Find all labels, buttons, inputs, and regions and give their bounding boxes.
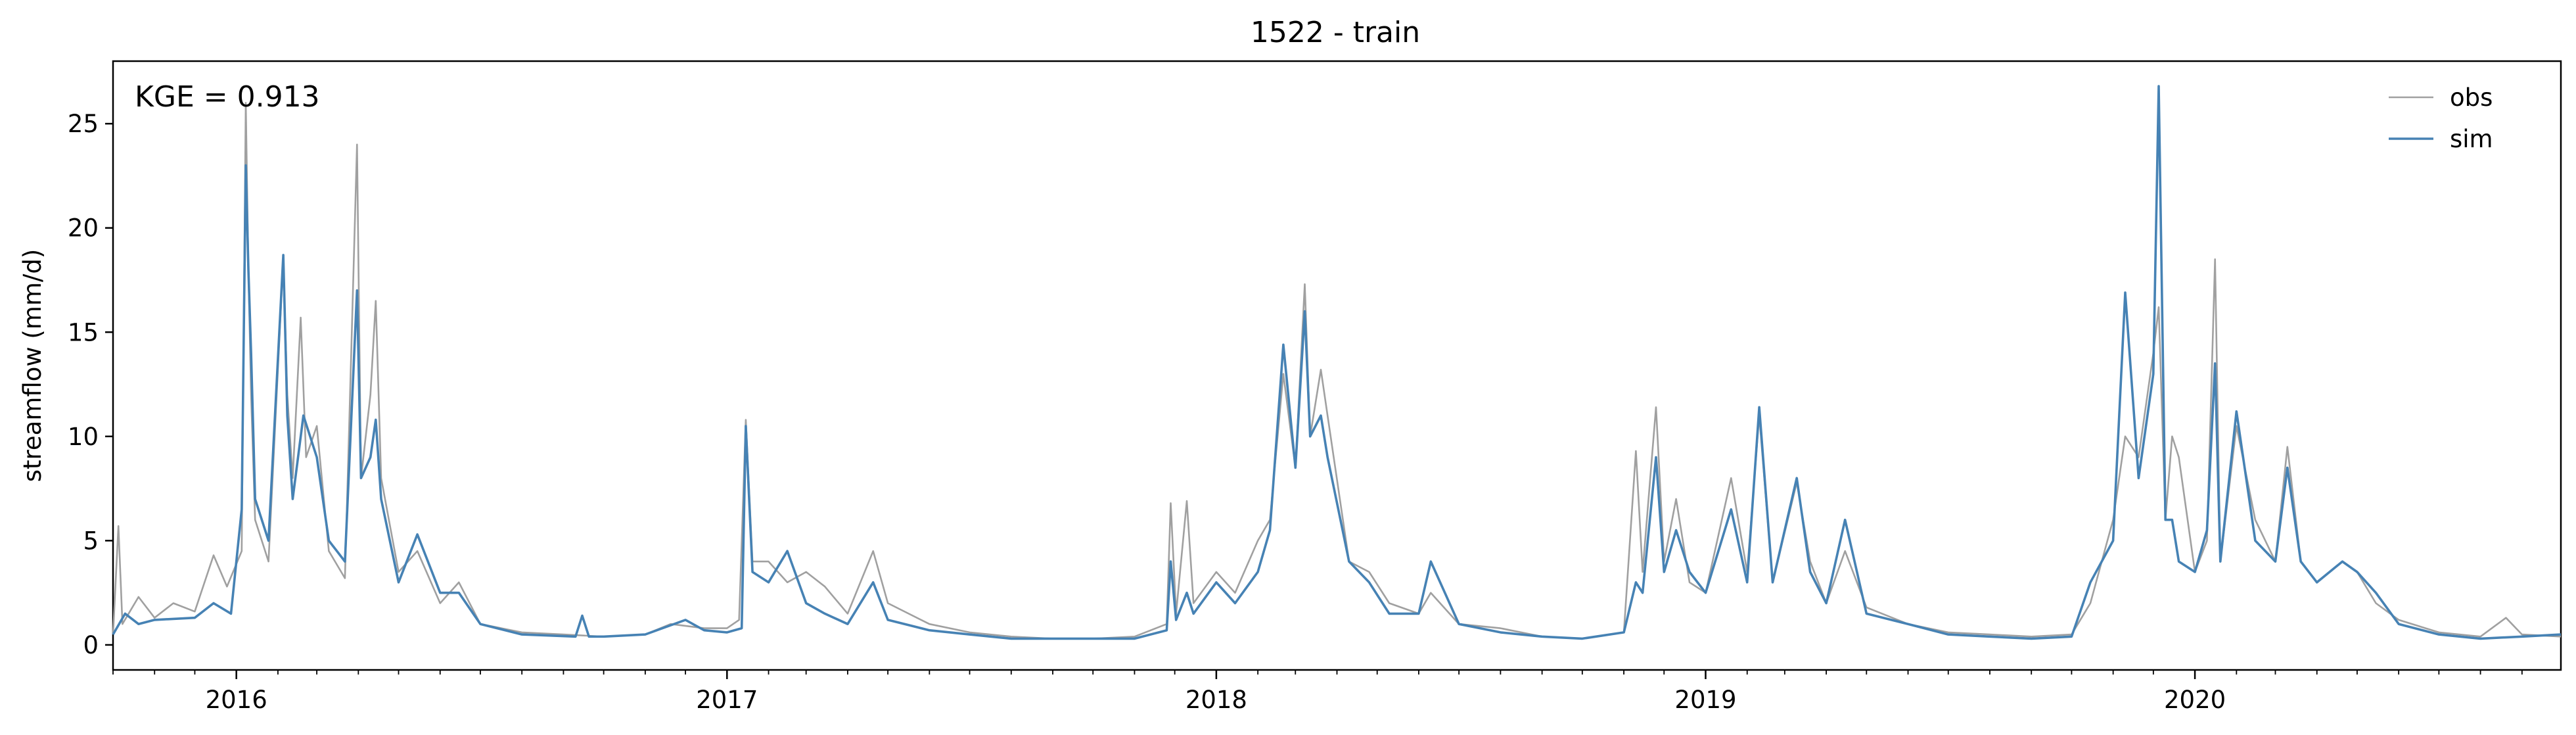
legend-label-obs: obs (2450, 83, 2493, 112)
series-layer (112, 85, 2562, 640)
plot-area: 0 5 10 15 20 25 2016 2017 2018 2019 2020 (68, 60, 2562, 714)
x-tick-label: 2017 (696, 686, 758, 714)
x-tick-label: 2020 (2164, 686, 2226, 714)
legend-label-sim: sim (2450, 125, 2493, 153)
y-tick-label: 15 (68, 318, 99, 346)
y-axis-label: streamflow (mm/d) (18, 249, 47, 483)
chart-title: 1522 - train (1251, 16, 1420, 49)
y-tick-label: 10 (68, 423, 99, 451)
x-axis: 2016 2017 2018 2019 2020 (112, 670, 2523, 714)
series-line-sim (112, 85, 2562, 640)
y-tick-label: 5 (83, 527, 99, 555)
x-tick-label: 2019 (1674, 686, 1736, 714)
x-tick-label: 2018 (1185, 686, 1247, 714)
y-tick-label: 20 (68, 214, 99, 243)
legend: obs sim (2389, 83, 2493, 153)
y-axis: 0 5 10 15 20 25 (68, 110, 113, 659)
x-tick-label: 2016 (206, 686, 267, 714)
y-tick-label: 0 (83, 631, 99, 659)
y-tick-label: 25 (68, 110, 99, 138)
kge-annotation: KGE = 0.913 (135, 80, 320, 114)
